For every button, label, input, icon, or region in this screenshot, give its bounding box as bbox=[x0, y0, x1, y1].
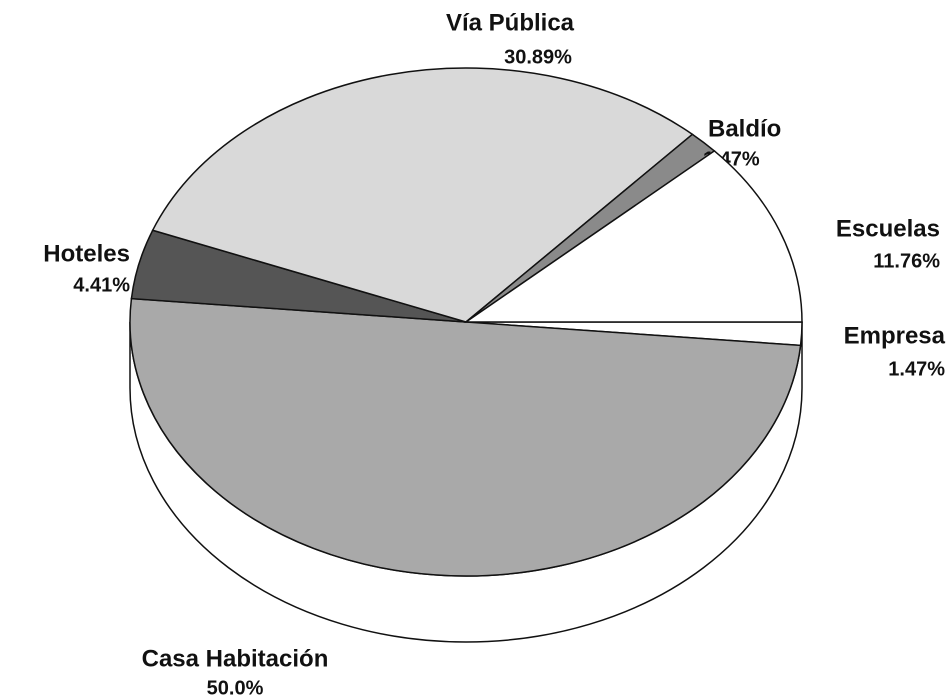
slice-label: Escuelas bbox=[836, 215, 940, 242]
slice-value-label: 30.89% bbox=[504, 46, 572, 68]
pie-slice bbox=[463, 150, 803, 323]
slice-label: Vía Pública bbox=[446, 9, 575, 36]
slice-label: Baldío bbox=[708, 115, 781, 142]
pie-slice bbox=[129, 297, 802, 577]
slice-label: Hoteles bbox=[43, 240, 130, 267]
slice-value-label: 4.41% bbox=[73, 274, 130, 296]
slice-value-label: 50.0% bbox=[207, 677, 264, 697]
slice-value-label: 11.76% bbox=[873, 250, 940, 272]
pie-slice bbox=[151, 67, 694, 323]
slice-label: Casa Habitación bbox=[142, 645, 329, 672]
slice-value-label: 1.47% bbox=[888, 358, 945, 380]
slice-label: Empresa bbox=[844, 322, 946, 349]
